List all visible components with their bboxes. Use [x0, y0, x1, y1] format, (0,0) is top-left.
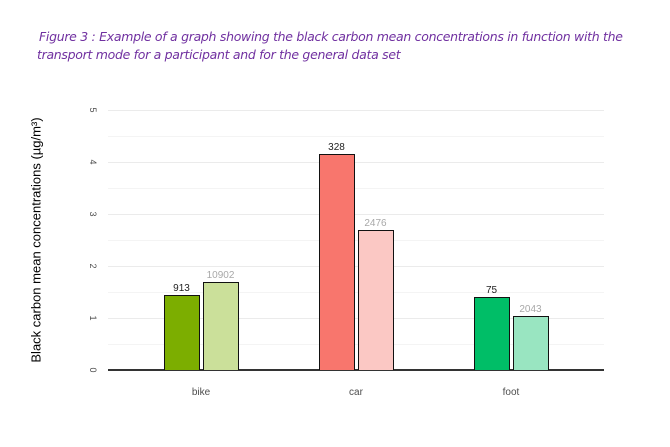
- bar-count-label: 2043: [519, 303, 542, 315]
- bar-count-label: 328: [328, 142, 345, 154]
- minor-gridline: [108, 344, 604, 345]
- figure-caption: Figure 3 : Example of a graph showing th…: [37, 28, 639, 64]
- y-tick-label: 1: [88, 315, 98, 321]
- x-tick-label-car: car: [349, 387, 363, 398]
- bar-count-label: 75: [485, 285, 498, 297]
- major-gridline: [108, 110, 604, 111]
- bar-count-label: 2476: [364, 218, 387, 230]
- y-tick-label: 0: [88, 367, 98, 373]
- minor-gridline: [108, 240, 604, 241]
- bar-foot-participant: [473, 297, 510, 370]
- bar-foot-general: [512, 315, 549, 370]
- major-gridline: [108, 162, 604, 163]
- y-tick-label: 3: [88, 211, 98, 217]
- x-tick-label-bike: bike: [191, 387, 211, 398]
- bar-bike-participant: [163, 295, 200, 370]
- bar-car-general: [357, 230, 394, 370]
- bar-car-participant: [318, 154, 355, 370]
- bar-count-label: 913: [173, 283, 190, 295]
- y-tick-label: 2: [88, 263, 98, 269]
- caption-line-2: transport mode for a participant and for…: [37, 47, 401, 62]
- y-tick-label: 5: [88, 107, 98, 113]
- minor-gridline: [108, 188, 604, 189]
- minor-gridline: [108, 292, 604, 293]
- minor-gridline: [108, 136, 604, 137]
- major-gridline: [108, 214, 604, 215]
- x-axis-line: [108, 369, 604, 371]
- major-gridline: [108, 266, 604, 267]
- caption-line-1: Figure 3 : Example of a graph showing th…: [39, 29, 623, 44]
- x-tick-label-foot: foot: [502, 387, 520, 398]
- bar-bike-general: [202, 282, 239, 370]
- major-gridline: [108, 318, 604, 319]
- bar-count-label: 10902: [206, 270, 235, 282]
- y-tick-label: 4: [88, 159, 98, 165]
